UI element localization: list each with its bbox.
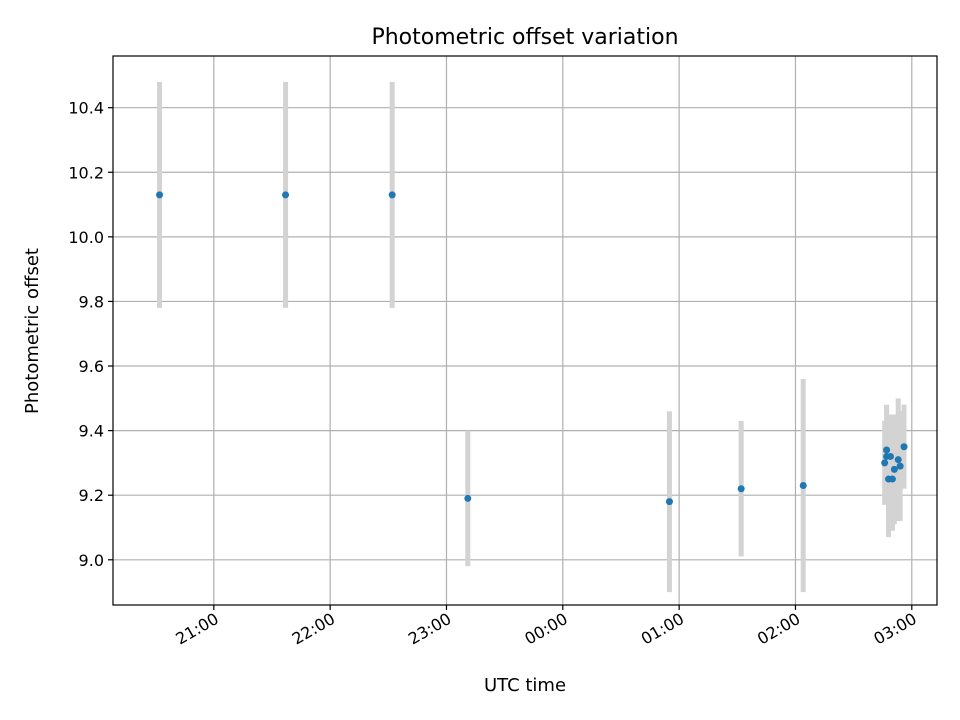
data-points [156, 191, 908, 506]
y-tick-label: 9.6 [79, 357, 104, 376]
grid-lines [113, 56, 937, 605]
data-point [388, 191, 396, 199]
y-axis-label: Photometric offset [22, 248, 43, 414]
data-point [896, 462, 904, 470]
y-tick-label: 9.0 [79, 551, 104, 570]
data-point [737, 485, 745, 493]
data-point [888, 475, 896, 483]
y-axis-ticks: 9.0 9.2 9.4 9.6 9.8 10.0 10.2 10.4 [68, 99, 113, 570]
data-point [665, 498, 673, 506]
data-point [156, 191, 164, 199]
data-point [799, 482, 807, 490]
x-tick-label: 03:00 [870, 609, 919, 649]
y-tick-label: 10.0 [68, 228, 104, 247]
x-axis-label: UTC time [484, 675, 566, 696]
plot-frame [112, 55, 938, 606]
x-axis-ticks: 21:00 22:00 23:00 00:00 01:00 02:00 03:00 [172, 605, 920, 649]
data-point [282, 191, 290, 199]
data-point [883, 446, 891, 454]
y-tick-label: 9.2 [79, 486, 104, 505]
data-point [886, 452, 894, 460]
data-point [890, 465, 898, 473]
data-point [881, 459, 889, 467]
y-tick-label: 9.4 [79, 422, 104, 441]
data-point [894, 456, 902, 464]
x-tick-label: 00:00 [521, 609, 570, 649]
x-tick-label: 22:00 [289, 609, 338, 649]
y-tick-label: 9.8 [79, 292, 104, 311]
y-tick-label: 10.2 [68, 163, 104, 182]
chart-title: Photometric offset variation [371, 25, 678, 50]
data-point [900, 443, 908, 451]
data-point [464, 494, 472, 502]
error-bars [157, 81, 907, 593]
x-tick-label: 21:00 [172, 609, 221, 649]
x-tick-label: 23:00 [405, 609, 454, 649]
y-tick-label: 10.4 [68, 99, 104, 118]
x-tick-label: 02:00 [754, 609, 803, 649]
x-tick-label: 01:00 [638, 609, 687, 649]
